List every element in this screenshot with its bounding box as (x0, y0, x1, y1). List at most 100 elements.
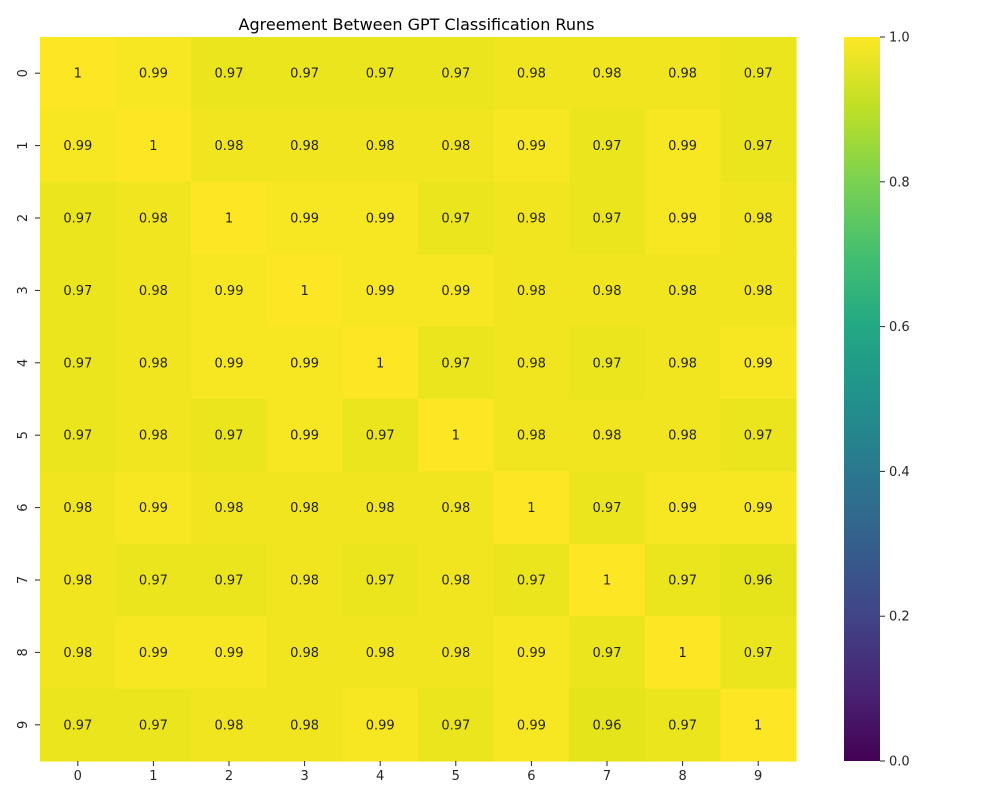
cell-label-7-1: 0.97 (139, 574, 168, 589)
cell-label-3-2: 0.99 (215, 284, 244, 299)
colorbar-tick-label-3: 0.6 (889, 320, 910, 335)
heatmap-cell-9-9 (720, 688, 797, 762)
x-tick-label-0: 0 (74, 769, 82, 784)
colorbar-ticks: 0.0 0.2 0.4 0.6 0.8 1.0 (880, 31, 910, 770)
x-axis: 0 1 2 3 4 5 6 7 8 9 (74, 761, 762, 784)
cell-label-2-8: 0.99 (668, 212, 697, 227)
cell-label-9-8: 0.97 (668, 718, 697, 733)
y-tick-label-2: 2 (16, 214, 31, 222)
heatmap-cell-6-4 (342, 471, 419, 545)
heatmap-cell-4-3 (266, 326, 343, 400)
y-tick-label-4: 4 (16, 359, 31, 367)
heatmap-cell-5-4 (342, 399, 419, 472)
heatmap-cell-6-6 (493, 471, 570, 545)
heatmap-cell-3-4 (342, 254, 419, 328)
y-tick-label-6: 6 (16, 503, 31, 511)
cell-label-9-4: 0.99 (366, 718, 395, 733)
heatmap-cell-7-4 (342, 543, 419, 617)
colorbar: 0.0 0.2 0.4 0.6 0.8 1.0 (844, 31, 910, 770)
heatmap-cell-8-1 (115, 616, 192, 690)
heatmap-cell-9-7 (569, 688, 646, 762)
cell-label-5-6: 0.98 (517, 429, 546, 444)
heatmap-cell-6-0 (40, 471, 117, 545)
x-tick-label-8: 8 (678, 769, 686, 784)
cell-label-2-7: 0.97 (593, 212, 622, 227)
y-tick-label-9: 9 (16, 721, 31, 729)
cell-label-8-0: 0.98 (63, 646, 92, 661)
cell-label-7-3: 0.98 (290, 574, 319, 589)
colorbar-tick-label-2: 0.4 (889, 465, 910, 480)
cell-label-9-2: 0.98 (215, 718, 244, 733)
chart-title: Agreement Between GPT Classification Run… (239, 15, 595, 34)
heatmap-cell-0-5 (418, 37, 495, 110)
heatmap-cell-5-7 (569, 399, 646, 472)
cell-label-2-2: 1 (225, 212, 233, 227)
heatmap-cell-1-9 (720, 109, 797, 183)
cell-label-0-4: 0.97 (366, 67, 395, 82)
cell-label-2-3: 0.99 (290, 212, 319, 227)
heatmap-cell-7-1 (115, 543, 192, 617)
x-tick-label-1: 1 (149, 769, 157, 784)
heatmap-cell-3-0 (40, 254, 117, 328)
heatmap-cell-5-8 (644, 399, 721, 472)
heatmap-cell-4-5 (418, 326, 495, 400)
heatmap-cell-8-3 (266, 616, 343, 690)
heatmap-cell-4-2 (191, 326, 268, 400)
heatmap-cell-1-2 (191, 109, 268, 183)
heatmap-cell-4-9 (720, 326, 797, 400)
cell-label-0-5: 0.97 (441, 67, 470, 82)
cell-label-6-9: 0.99 (744, 501, 773, 516)
heatmap-cells (40, 37, 797, 762)
heatmap-cell-5-6 (493, 399, 570, 472)
cell-label-5-5: 1 (452, 429, 460, 444)
heatmap-cell-6-3 (266, 471, 343, 545)
cell-label-4-7: 0.97 (593, 356, 622, 371)
cell-label-9-1: 0.97 (139, 718, 168, 733)
cell-label-9-3: 0.98 (290, 718, 319, 733)
cell-label-8-7: 0.97 (593, 646, 622, 661)
cell-label-3-4: 0.99 (366, 284, 395, 299)
cell-label-2-4: 0.99 (366, 212, 395, 227)
cell-label-0-2: 0.97 (215, 67, 244, 82)
heatmap-cell-3-9 (720, 254, 797, 328)
heatmap-cell-0-9 (720, 37, 797, 110)
heatmap-cell-3-2 (191, 254, 268, 328)
cell-label-3-3: 1 (300, 284, 308, 299)
cell-label-1-6: 0.99 (517, 139, 546, 154)
cell-label-2-6: 0.98 (517, 212, 546, 227)
heatmap-cell-4-4 (342, 326, 419, 400)
cell-label-1-0: 0.99 (63, 139, 92, 154)
heatmap-cell-2-9 (720, 181, 797, 255)
cell-label-3-9: 0.98 (744, 284, 773, 299)
heatmap-cell-3-6 (493, 254, 570, 328)
cell-label-4-4: 1 (376, 356, 384, 371)
heatmap-cell-3-3 (266, 254, 343, 328)
cell-label-7-8: 0.97 (668, 574, 697, 589)
cell-label-9-6: 0.99 (517, 718, 546, 733)
cell-label-7-2: 0.97 (215, 574, 244, 589)
heatmap-cell-9-3 (266, 688, 343, 762)
y-tick-label-3: 3 (16, 286, 31, 294)
heatmap-cell-1-8 (644, 109, 721, 183)
cell-label-6-5: 0.98 (441, 501, 470, 516)
cell-label-1-7: 0.97 (593, 139, 622, 154)
cell-label-3-0: 0.97 (63, 284, 92, 299)
cell-label-5-3: 0.99 (290, 429, 319, 444)
heatmap-cell-7-0 (40, 543, 117, 617)
x-tick-label-7: 7 (603, 769, 611, 784)
heatmap-cell-8-9 (720, 616, 797, 690)
heatmap-cell-0-3 (266, 37, 343, 110)
heatmap-cell-8-8 (644, 616, 721, 690)
heatmap-cell-2-3 (266, 181, 343, 255)
cell-label-9-5: 0.97 (441, 718, 470, 733)
heatmap-cell-6-5 (418, 471, 495, 545)
cell-label-7-6: 0.97 (517, 574, 546, 589)
heatmap-cell-7-2 (191, 543, 268, 617)
heatmap-cell-0-6 (493, 37, 570, 110)
cell-label-4-3: 0.99 (290, 356, 319, 371)
cell-labels: 1 0.99 0.97 0.97 0.97 0.97 0.98 0.98 0.98 0.97 0.9… (63, 67, 772, 734)
x-tick-label-9: 9 (754, 769, 762, 784)
cell-label-6-0: 0.98 (63, 501, 92, 516)
cell-label-0-0: 1 (74, 67, 82, 82)
cell-label-6-4: 0.98 (366, 501, 395, 516)
